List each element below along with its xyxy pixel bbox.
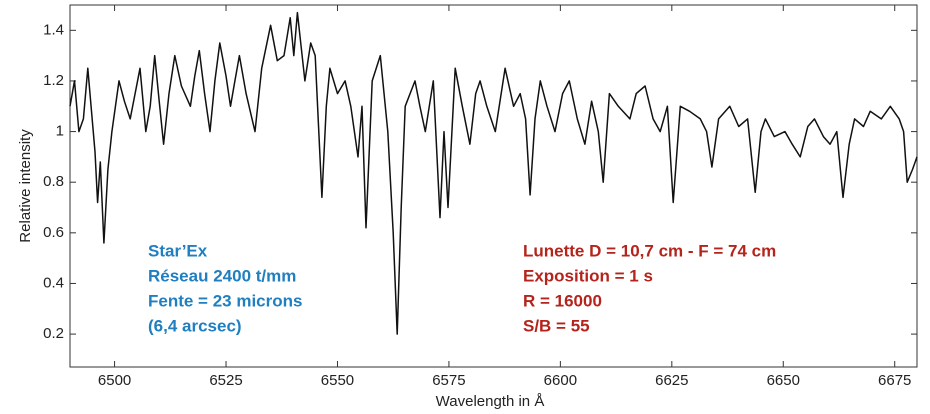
y-axis-label: Relative intensity (17, 129, 34, 243)
y-tick-label: 0.8 (43, 173, 64, 190)
spectrum-line (69, 11, 918, 335)
y-tick-label: 1.2 (43, 72, 64, 89)
x-tick-label: 6650 (767, 372, 800, 389)
x-tick-label: 6525 (209, 372, 242, 389)
annotation: S/B = 55 (523, 316, 590, 335)
annotation: (6,4 arcsec) (148, 316, 242, 335)
y-tick-label: 1.4 (43, 21, 64, 38)
annotation: Star’Ex (148, 241, 208, 260)
x-tick-label: 6675 (878, 372, 911, 389)
y-tick-label: 0.4 (43, 274, 64, 291)
y-tick-label: 0.2 (43, 325, 64, 342)
annotation: Lunette D = 10,7 cm - F = 74 cm (523, 241, 776, 260)
x-tick-label: 6500 (98, 372, 131, 389)
x-tick-label: 6600 (544, 372, 577, 389)
x-tick-label: 6575 (432, 372, 465, 389)
y-tick-label: 1 (56, 123, 64, 140)
x-tick-label: 6625 (655, 372, 688, 389)
annotation: Fente = 23 microns (148, 291, 302, 310)
y-tick-label: 0.6 (43, 224, 64, 241)
annotation: Réseau 2400 t/mm (148, 266, 296, 285)
x-axis-label: Wavelength in Å (436, 393, 545, 410)
annotation: Exposition = 1 s (523, 266, 653, 285)
annotation: R = 16000 (523, 291, 602, 310)
plot-frame (69, 4, 918, 368)
x-tick-label: 6550 (321, 372, 354, 389)
